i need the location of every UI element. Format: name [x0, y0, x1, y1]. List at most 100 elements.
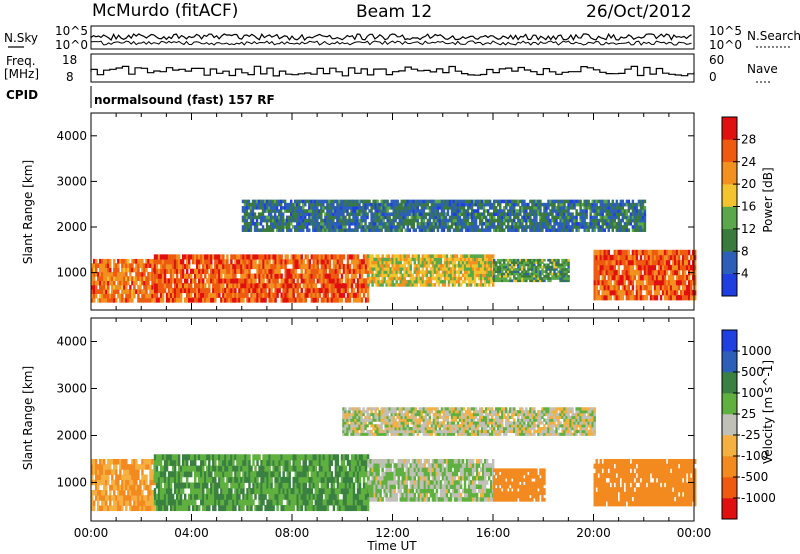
heatmap-cell: [591, 202, 594, 207]
heatmap-cell: [643, 249, 647, 256]
heatmap-cell: [147, 284, 150, 290]
heatmap-cell: [410, 199, 413, 204]
heatmap-cell: [417, 257, 421, 262]
heatmap-cell: [653, 259, 657, 266]
heatmap-cell: [245, 218, 249, 223]
heatmap-cell: [398, 218, 401, 223]
heatmap-cell: [482, 206, 486, 210]
heatmap-cell: [113, 489, 116, 496]
heatmap-cell: [605, 209, 608, 213]
heatmap-cell: [521, 263, 524, 267]
heatmap-cell: [503, 228, 506, 232]
heatmap-cell: [497, 215, 500, 220]
heatmap-cell: [185, 499, 189, 506]
heatmap-cell: [567, 270, 570, 274]
heatmap-cell: [289, 202, 293, 207]
heatmap-cell: [631, 274, 635, 281]
heatmap-cell: [523, 228, 526, 232]
heatmap-cell: [482, 215, 486, 220]
heatmap-cell: [625, 249, 629, 256]
heatmap-cell: [521, 221, 524, 226]
heatmap-cell: [371, 273, 374, 278]
heatmap-cell: [603, 289, 606, 296]
heatmap-cell: [501, 221, 504, 226]
heatmap-cell: [314, 254, 318, 260]
heatmap-cell: [527, 218, 530, 223]
heatmap-cell: [262, 273, 265, 279]
heatmap-cell: [131, 280, 134, 286]
heatmap-cell: [523, 199, 526, 204]
heatmap-cell: [352, 206, 355, 210]
heatmap-cell: [501, 228, 504, 232]
heatmap-cell: [459, 267, 463, 271]
heatmap-cell: [123, 267, 126, 273]
heatmap-cell: [689, 294, 693, 301]
heatmap-cell: [597, 249, 600, 256]
heatmap-cell: [641, 218, 645, 223]
heatmap-cell: [95, 474, 98, 481]
heatmap-cell: [507, 225, 510, 229]
heatmap-cell: [326, 259, 330, 265]
heatmap-cell: [189, 471, 193, 478]
heatmap-cell: [232, 297, 235, 303]
heatmap-cell: [285, 215, 289, 220]
heatmap-cell: [101, 271, 104, 277]
heatmap-cell: [263, 215, 267, 220]
heatmap-cell: [373, 257, 376, 262]
heatmap-cell: [615, 215, 619, 220]
heatmap-cell: [358, 283, 362, 289]
heatmap-cell: [208, 454, 211, 461]
heatmap-cell: [545, 215, 548, 220]
heatmap-cell: [232, 292, 235, 298]
heatmap-cell: [194, 278, 197, 284]
heatmap-cell: [519, 268, 522, 271]
heatmap-cell: [641, 274, 645, 281]
heatmap-cell: [117, 284, 120, 290]
heatmap-cell: [320, 228, 323, 232]
heatmap-cell: [202, 482, 205, 489]
heatmap-cell: [561, 261, 564, 264]
heatmap-cell: [346, 278, 350, 284]
heatmap-cell: [289, 221, 293, 226]
heatmap-cell: [244, 283, 247, 289]
heatmap-cell: [595, 254, 598, 261]
heatmap-cell: [485, 267, 489, 271]
heatmap-cell: [348, 215, 351, 220]
heatmap-cell: [407, 279, 410, 284]
heatmap-cell: [607, 225, 610, 229]
heatmap-cell: [517, 202, 520, 207]
heatmap-cell: [595, 202, 598, 207]
heatmap-cell: [157, 476, 161, 483]
heatmap-cell: [232, 254, 235, 260]
heatmap-cell: [348, 218, 351, 223]
heatmap-cell: [547, 225, 550, 229]
heatmap-cell: [312, 221, 315, 226]
heatmap-cell: [153, 287, 157, 294]
heatmap-cell: [448, 206, 452, 210]
heatmap-cell: [379, 279, 382, 284]
heatmap-cell: [459, 276, 463, 281]
heatmap-cell: [105, 258, 108, 264]
heatmap-cell: [222, 268, 225, 274]
heatmap-cell: [475, 283, 479, 287]
heatmap-cell: [310, 209, 313, 213]
heatmap-cell: [283, 221, 287, 226]
heatmap-cell: [155, 259, 159, 265]
heatmap-cell: [401, 273, 404, 278]
heatmap-cell: [318, 228, 321, 232]
heatmap-cell: [460, 199, 464, 204]
heatmap-cell: [487, 257, 491, 262]
heatmap-cell: [358, 221, 361, 226]
heatmap-cell: [515, 263, 518, 267]
heatmap-cell: [259, 199, 263, 204]
heatmap-cell: [529, 218, 532, 223]
heatmap-cell: [621, 199, 625, 204]
heatmap-cell: [251, 206, 255, 210]
heatmap-cell: [511, 265, 514, 269]
heatmap-cell: [595, 264, 598, 271]
heatmap-cell: [659, 279, 663, 286]
heatmap-cell: [318, 287, 322, 294]
heatmap-cell: [470, 206, 474, 210]
heatmap-cell: [593, 264, 596, 271]
heatmap-cell: [459, 260, 463, 265]
